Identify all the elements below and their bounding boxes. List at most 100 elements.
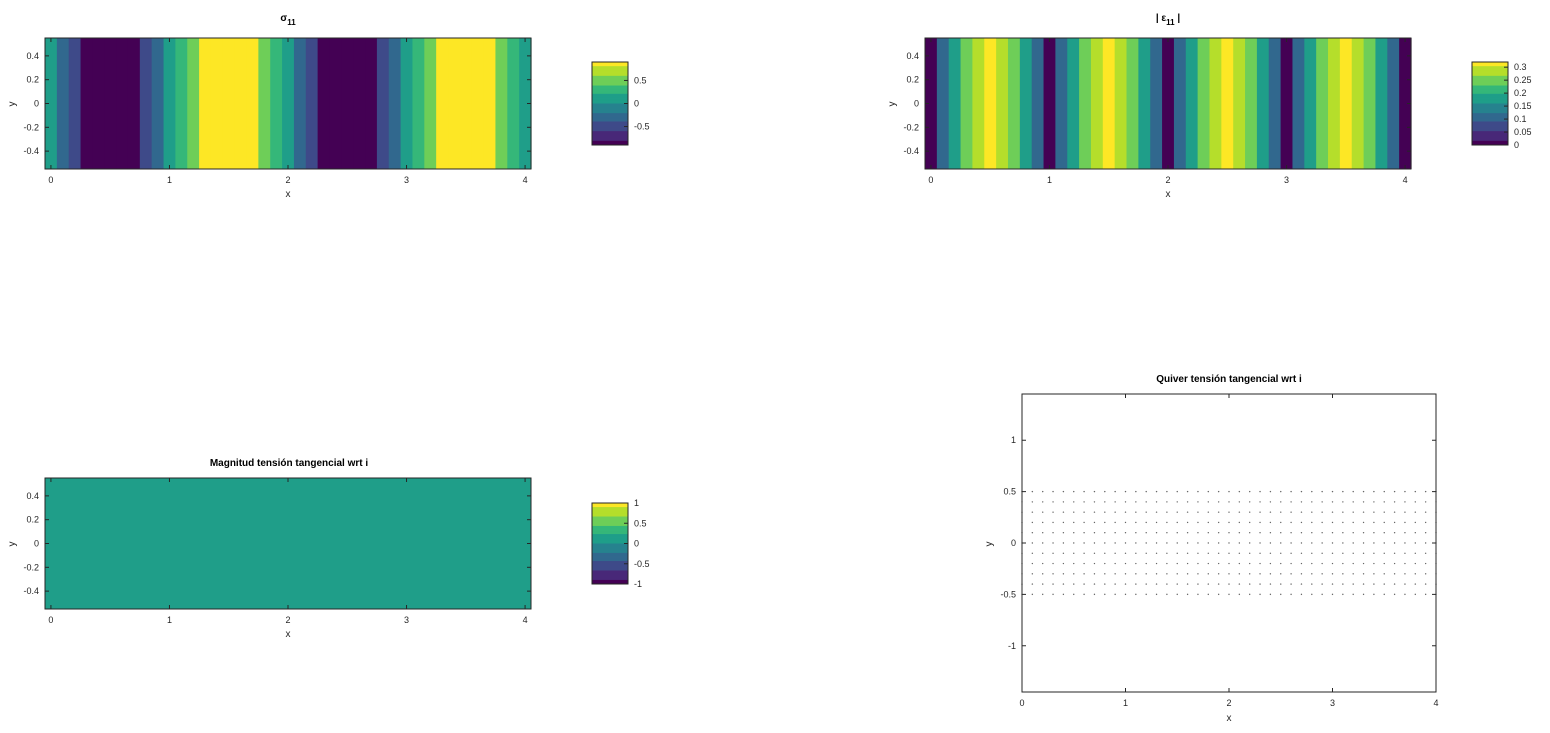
colorbar-tick-label: 0.25	[1514, 75, 1532, 85]
quiver-point	[1393, 532, 1396, 534]
quiver-point	[1259, 521, 1261, 524]
quiver-point	[1155, 521, 1158, 524]
xlabel-eps11: x	[1166, 189, 1171, 200]
xtick-label: 3	[404, 175, 409, 185]
colorbar-segment	[1472, 77, 1508, 80]
colorbar-segment	[1472, 114, 1508, 117]
quiver-point	[1176, 562, 1178, 565]
colorbar-segment	[1472, 103, 1508, 106]
quiver-point	[1217, 490, 1220, 493]
colorbar-segment	[592, 558, 628, 561]
quiver-point	[1321, 562, 1323, 565]
colorbar-segment	[592, 517, 628, 520]
quiver-point	[1145, 490, 1147, 493]
quiver-point	[1145, 532, 1147, 534]
quiver-point	[1300, 532, 1303, 534]
quiver-point	[1404, 501, 1406, 503]
title-eps11-sub: 11	[1166, 18, 1175, 27]
quiver-point	[1414, 593, 1417, 596]
quiver-point	[1331, 521, 1334, 524]
quiver-point	[1042, 573, 1044, 575]
quiver-point	[1176, 521, 1178, 524]
quiver-point	[1114, 511, 1116, 513]
quiver-point	[1342, 532, 1344, 534]
colorbar-segment	[592, 579, 628, 582]
quiver-point	[1331, 583, 1334, 585]
colorbar-segment	[592, 115, 628, 118]
colorbar-segment	[592, 566, 628, 569]
quiver-point	[1404, 562, 1406, 565]
colorbar-segment	[592, 66, 628, 69]
quiver-point	[1155, 583, 1158, 585]
quiver-point	[1083, 583, 1085, 585]
ytick-label: 0.2	[26, 515, 39, 525]
quiver-point	[1135, 511, 1137, 513]
xtick-label: 0	[48, 175, 53, 185]
quiver-point	[1300, 501, 1303, 503]
quiver-point	[1424, 593, 1427, 596]
quiver-point	[1207, 583, 1210, 585]
colorbar-segment	[592, 75, 628, 78]
colorbar-segment	[592, 97, 628, 100]
xtick-label: 0	[1019, 698, 1024, 708]
ytick-label: -0.2	[23, 122, 39, 132]
xtick-label: 3	[404, 615, 409, 625]
colorbar-segment	[592, 577, 628, 580]
heatmap-cell	[1363, 38, 1377, 169]
quiver-point	[1197, 490, 1199, 493]
quiver-point	[1124, 593, 1127, 596]
colorbar-segment	[592, 77, 628, 80]
quiver-point	[1414, 562, 1417, 565]
quiver-point	[1311, 542, 1313, 544]
heatmap-cell	[329, 38, 342, 169]
quiver-point	[1093, 501, 1096, 503]
title-eps11-after: |	[1175, 13, 1181, 24]
colorbar-segment	[592, 89, 628, 92]
quiver-point	[1135, 552, 1137, 554]
quiver-point	[1259, 593, 1261, 596]
quiver-point	[1062, 562, 1065, 565]
quiver-point	[1176, 583, 1178, 585]
quiver-point	[1062, 501, 1065, 503]
colorbar-segment	[1472, 88, 1508, 91]
quiver-point	[1373, 490, 1375, 493]
quiver-point	[1073, 593, 1075, 596]
quiver-point	[1300, 542, 1303, 544]
quiver-point	[1186, 490, 1189, 493]
quiver-point	[1331, 501, 1334, 503]
heatmap-eps11	[925, 38, 1412, 169]
colorbar-segment	[592, 540, 628, 543]
quiver-point	[1269, 562, 1272, 565]
colorbar-tick-label: 0.5	[634, 75, 647, 85]
quiver-point	[1062, 532, 1065, 534]
colorbar-segment	[1472, 97, 1508, 100]
quiver-point	[1052, 532, 1054, 534]
colorbar-segment	[1472, 124, 1508, 127]
colorbar-segment	[1472, 136, 1508, 139]
quiver-point	[1424, 542, 1427, 544]
xtick-label: 1	[167, 175, 172, 185]
colorbar-segment	[592, 96, 628, 99]
quiver-point	[1352, 573, 1354, 575]
colorbar-tick-label: 0.15	[1514, 101, 1532, 111]
colorbar-tick-label: 0.3	[1514, 62, 1527, 72]
colorbar-segment	[592, 129, 628, 132]
quiver-point	[1186, 583, 1189, 585]
quiver-point	[1331, 593, 1334, 596]
quiver-point	[1124, 532, 1127, 534]
heatmap-cell	[234, 38, 248, 169]
quiver-point	[1259, 542, 1261, 544]
colorbar-segment	[592, 561, 628, 563]
colorbar-tick-label: -0.5	[634, 559, 650, 569]
xticks-quiver: 0 1 2 3 4	[1019, 394, 1439, 708]
quiver-point	[1362, 511, 1365, 513]
quiver-point	[1073, 542, 1075, 544]
quiver-point	[1249, 573, 1251, 575]
quiver-point	[1342, 521, 1344, 524]
quiver-point	[1352, 542, 1354, 544]
quiver-point	[1393, 542, 1396, 544]
heatmap-cell	[519, 38, 532, 169]
colorbar-segment	[592, 521, 628, 524]
colorbar-segment	[1472, 70, 1508, 73]
colorbar-segment	[592, 120, 628, 122]
